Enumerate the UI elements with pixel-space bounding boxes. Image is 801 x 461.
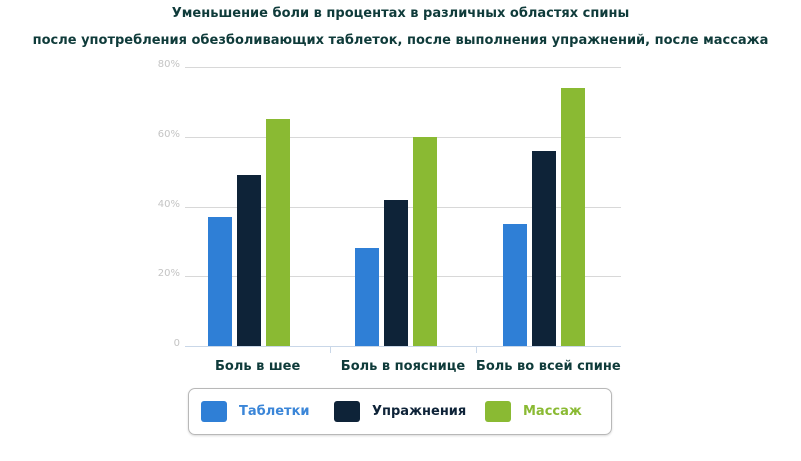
bar[interactable] <box>384 199 408 346</box>
bar[interactable] <box>532 150 556 346</box>
gridline <box>185 346 621 347</box>
gridline <box>185 136 621 138</box>
legend-item-massage[interactable]: Массаж <box>485 401 582 422</box>
category-label: Боль в шее <box>215 359 301 374</box>
legend-label: Упражнения <box>372 404 467 419</box>
category-label: Боль в пояснице <box>340 359 466 374</box>
y-tick-label: 60% <box>157 128 180 140</box>
y-tick-label: 20% <box>157 268 180 280</box>
bar[interactable] <box>503 223 527 346</box>
y-tick-label: 80% <box>157 59 180 70</box>
legend-label: Таблетки <box>239 404 310 419</box>
bar[interactable] <box>266 119 290 346</box>
bar[interactable] <box>413 136 437 346</box>
chart-title: Уменьшение боли в процентах в различных … <box>171 6 630 21</box>
x-tick-mark <box>475 347 477 353</box>
gridline <box>185 67 621 68</box>
legend-label: Массаж <box>523 404 582 419</box>
y-tick-label: 40% <box>157 198 180 210</box>
legend-swatch-exercises <box>334 401 360 422</box>
plot-area <box>185 67 621 347</box>
category-label: Боль во всей спине <box>475 359 621 374</box>
legend-swatch-tablets <box>201 401 227 422</box>
chart-subtitle: после употребления обезболивающих таблет… <box>32 33 769 48</box>
x-tick-mark <box>330 347 332 353</box>
legend-item-tablets[interactable]: Таблетки <box>201 401 310 422</box>
bar[interactable] <box>237 175 261 346</box>
bar[interactable] <box>561 87 585 346</box>
legend-swatch-massage <box>485 401 511 422</box>
legend: Таблетки Упражнения Массаж <box>188 388 612 435</box>
bar[interactable] <box>355 248 379 346</box>
bar[interactable] <box>208 216 232 346</box>
legend-item-exercises[interactable]: Упражнения <box>334 401 466 422</box>
y-tick-label: 0 <box>173 338 180 349</box>
